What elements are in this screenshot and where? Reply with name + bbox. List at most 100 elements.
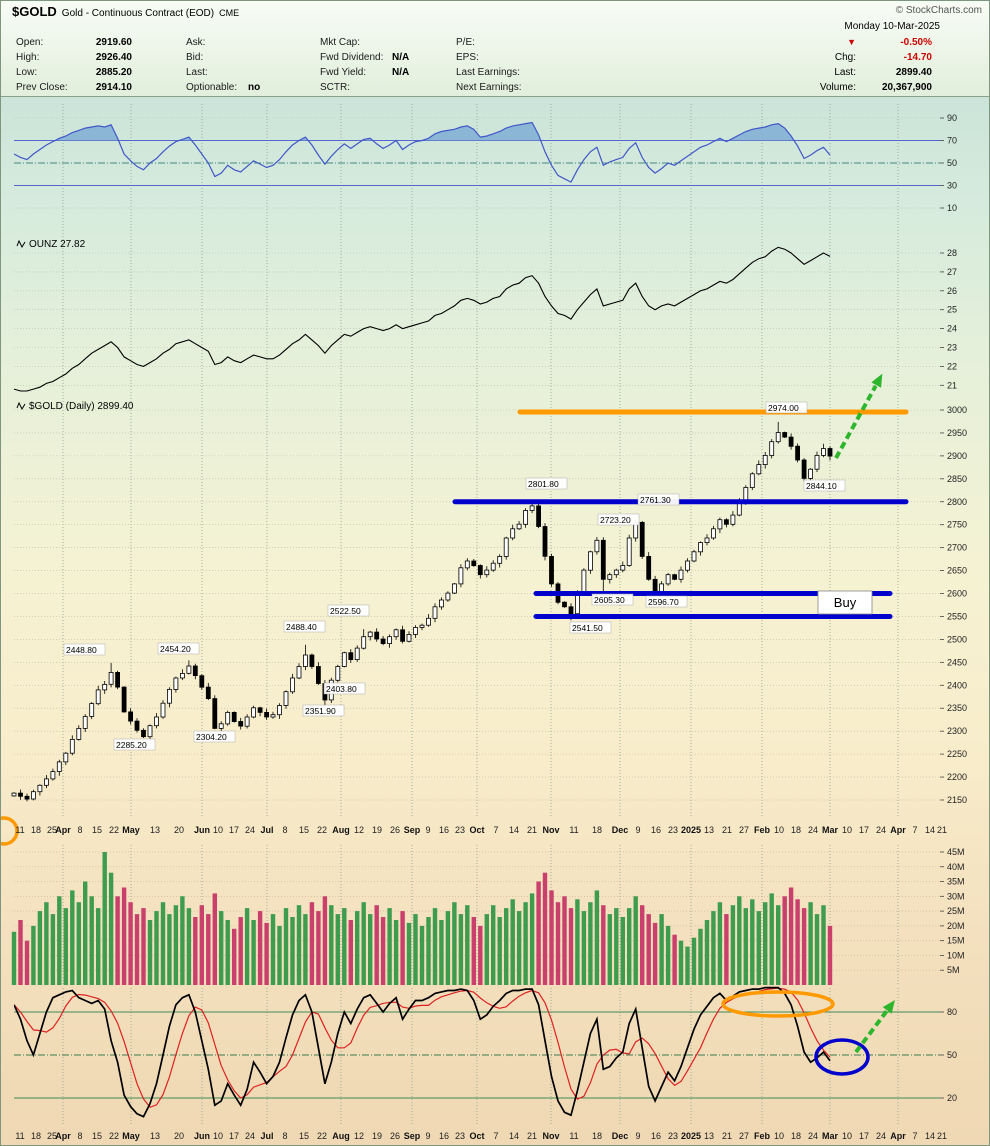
date-tick-label: Dec xyxy=(612,825,629,835)
quote-row: Volume: 20,367,900 xyxy=(782,80,938,95)
date-tick-label: 18 xyxy=(592,825,602,835)
svg-text:2200: 2200 xyxy=(947,772,967,782)
date-tick-label: Mar xyxy=(822,825,839,835)
date-tick-label: 17 xyxy=(859,825,869,835)
svg-text:26: 26 xyxy=(947,286,957,296)
date-tick-label: 21 xyxy=(527,1131,537,1141)
stoch-panel xyxy=(14,986,831,1118)
date-tick-label: 15 xyxy=(92,825,102,835)
date-tick-label: 16 xyxy=(439,825,449,835)
quote-row: Ask: xyxy=(186,35,260,50)
quote-date: Monday 10-Mar-2025 xyxy=(844,21,940,32)
date-tick-label: 15 xyxy=(299,825,309,835)
quote-label: Low: xyxy=(16,67,38,78)
date-tick-label: 26 xyxy=(390,1131,400,1141)
date-tick-label: Jun xyxy=(194,825,210,835)
date-tick-label: 13 xyxy=(150,1131,160,1141)
quote-value: no xyxy=(248,82,261,93)
quote-row: Last: 2899.40 xyxy=(782,65,938,80)
date-tick-label: Jun xyxy=(194,1131,210,1141)
ounz-panel: OUNZ 27.82 xyxy=(13,239,831,392)
quote-value: 2914.10 xyxy=(95,82,132,93)
price-label: 2974.00 xyxy=(768,403,799,413)
date-tick-label: 8 xyxy=(77,825,82,835)
quote-row: Optionable: no xyxy=(186,80,260,95)
quote-value: 2926.40 xyxy=(95,52,132,63)
date-tick-label: Oct xyxy=(469,1131,484,1141)
date-tick-label: Sep xyxy=(404,825,421,835)
price-label: 2596.70 xyxy=(648,597,679,607)
gold-panel: $GOLD (Daily) 2899.40 xyxy=(11,401,833,802)
svg-text:2700: 2700 xyxy=(947,543,967,553)
ounz-title: OUNZ 27.82 xyxy=(29,239,86,250)
price-label: 2403.80 xyxy=(326,684,357,694)
quote-label: EPS: xyxy=(456,52,479,63)
date-tick-label: 17 xyxy=(229,1131,239,1141)
buy-annotation-text: Buy xyxy=(834,595,857,610)
date-tick-label: 15 xyxy=(92,1131,102,1141)
quote-col-2: Ask: Bid: Last: Optionable: no xyxy=(186,35,260,95)
date-tick-label: 18 xyxy=(791,1131,801,1141)
annotations: Buy 2448.80 2454.20 2285.20 2304.20 2351.90 24… xyxy=(0,373,909,1076)
quote-row: Last: xyxy=(186,65,260,80)
svg-text:2900: 2900 xyxy=(947,451,967,461)
date-tick-label: 13 xyxy=(704,825,714,835)
date-tick-label: 22 xyxy=(109,1131,119,1141)
date-tick-label: 22 xyxy=(317,825,327,835)
date-tick-label: 27 xyxy=(739,1131,749,1141)
date-tick-label: 12 xyxy=(354,1131,364,1141)
date-tick-label: 23 xyxy=(668,825,678,835)
orange-circle-annotation xyxy=(0,816,19,846)
svg-text:10M: 10M xyxy=(947,950,965,960)
date-tick-label: 2025 xyxy=(681,825,701,835)
svg-text:80: 80 xyxy=(947,1007,957,1017)
date-tick-label: 24 xyxy=(245,825,255,835)
svg-text:2600: 2600 xyxy=(947,589,967,599)
quote-value: 2919.60 xyxy=(95,37,132,48)
quote-label: Open: xyxy=(16,37,44,48)
quote-row: Open: 2919.60 xyxy=(16,35,132,50)
date-tick-label: 11 xyxy=(15,1131,24,1141)
svg-text:3000: 3000 xyxy=(947,405,967,415)
price-label: 2522.50 xyxy=(330,606,361,616)
svg-text:30M: 30M xyxy=(947,891,965,901)
date-tick-label: 7 xyxy=(912,825,917,835)
price-label: 2605.30 xyxy=(594,595,625,605)
svg-text:2950: 2950 xyxy=(947,428,967,438)
date-tick-label: 23 xyxy=(455,1131,465,1141)
svg-text:25: 25 xyxy=(947,305,957,315)
last-value: 2899.40 xyxy=(895,67,932,78)
date-tick-label: Nov xyxy=(542,1131,559,1141)
svg-text:22: 22 xyxy=(947,361,957,371)
symbol: $GOLD xyxy=(12,4,57,19)
date-tick-label: 25 xyxy=(47,825,57,835)
copyright: © StockCharts.com xyxy=(895,5,982,16)
date-tick-label: 7 xyxy=(493,1131,498,1141)
quote-row: High: 2926.40 xyxy=(16,50,132,65)
quote-row: Mkt Cap: xyxy=(320,35,409,50)
date-tick-label: 9 xyxy=(635,1131,640,1141)
svg-text:90: 90 xyxy=(947,113,957,123)
date-tick-label: May xyxy=(122,1131,140,1141)
date-tick-label: 24 xyxy=(876,1131,886,1141)
date-tick-label: 15 xyxy=(299,1131,309,1141)
title-row: $GOLD Gold - Continuous Contract (EOD) CME xyxy=(12,3,239,21)
date-tick-label: 2025 xyxy=(681,1131,701,1141)
date-tick-label: 14 xyxy=(509,1131,519,1141)
date-tick-label: 18 xyxy=(31,1131,41,1141)
date-tick-label: 18 xyxy=(791,825,801,835)
date-tick-label: 21 xyxy=(527,825,537,835)
date-tick-label: 11 xyxy=(15,825,24,835)
date-tick-label: 19 xyxy=(372,1131,382,1141)
quote-label: Prev Close: xyxy=(16,82,68,93)
blue-ellipse-annotation xyxy=(814,1038,870,1076)
date-tick-label: Apr xyxy=(55,1131,71,1141)
last-label: Last: xyxy=(834,67,856,78)
date-tick-label: Feb xyxy=(754,1131,771,1141)
svg-text:70: 70 xyxy=(947,136,957,146)
symbol-description: Gold - Continuous Contract (EOD) xyxy=(61,8,215,19)
quote-row: Prev Close: 2914.10 xyxy=(16,80,132,95)
date-tick-label: 13 xyxy=(150,825,160,835)
quote-label: Bid: xyxy=(186,52,204,63)
